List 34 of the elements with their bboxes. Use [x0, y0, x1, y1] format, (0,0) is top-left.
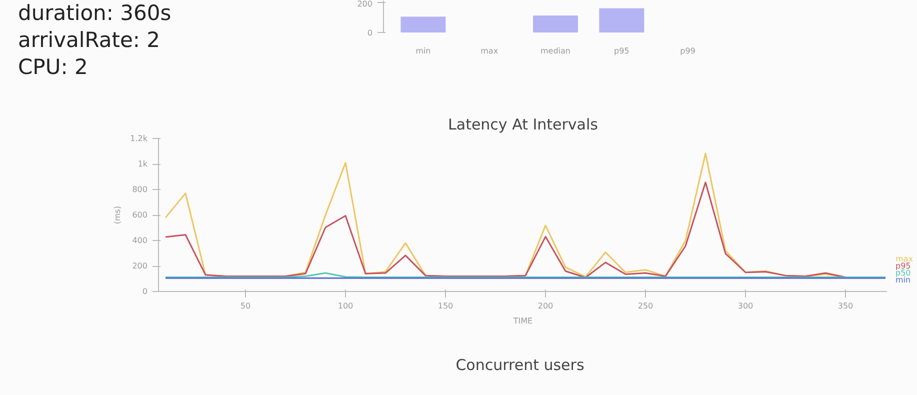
x-axis-title: TIME	[512, 316, 533, 326]
x-tick-label: 250	[638, 302, 654, 310]
chart-title: Latency At Intervals	[448, 116, 598, 134]
x-tick-label: 50	[240, 302, 251, 310]
series-label: p95	[896, 262, 911, 270]
text: CPU: 2	[17, 54, 89, 81]
text: duration: 360s	[17, 0, 172, 27]
text: Concurrent users	[454, 355, 586, 376]
series-label: min	[896, 276, 911, 285]
y-tick-label: 1.2k	[130, 134, 148, 143]
x-tick-label: p99	[680, 46, 696, 56]
x-tick-label: max	[480, 46, 498, 56]
x-tick-label: p95	[614, 46, 630, 56]
bar	[533, 16, 578, 32]
y-tick-label: 200	[132, 262, 148, 270]
x-tick-label: median	[540, 46, 571, 56]
bar	[400, 16, 446, 32]
y-axis-title: (ms)	[113, 206, 122, 224]
series-label: p50	[896, 268, 911, 278]
x-tick-label: 200	[538, 302, 554, 310]
y-tick-label: 0	[142, 287, 148, 296]
y-tick-label: 800	[132, 185, 148, 194]
x-tick-label: 350	[838, 302, 854, 310]
y-tick-label: 0	[367, 28, 373, 38]
y-tick-label: 1k	[138, 160, 148, 168]
y-tick-label: 400	[132, 236, 148, 245]
x-tick-label: min	[416, 46, 431, 56]
x-tick-label: 150	[438, 302, 454, 310]
y-tick-label: 600	[132, 210, 148, 220]
x-tick-label: 300	[738, 302, 754, 310]
x-tick-label: 100	[338, 302, 354, 310]
bar	[599, 8, 644, 32]
text: arrivalRate: 2	[17, 27, 161, 54]
text: max	[896, 254, 914, 264]
